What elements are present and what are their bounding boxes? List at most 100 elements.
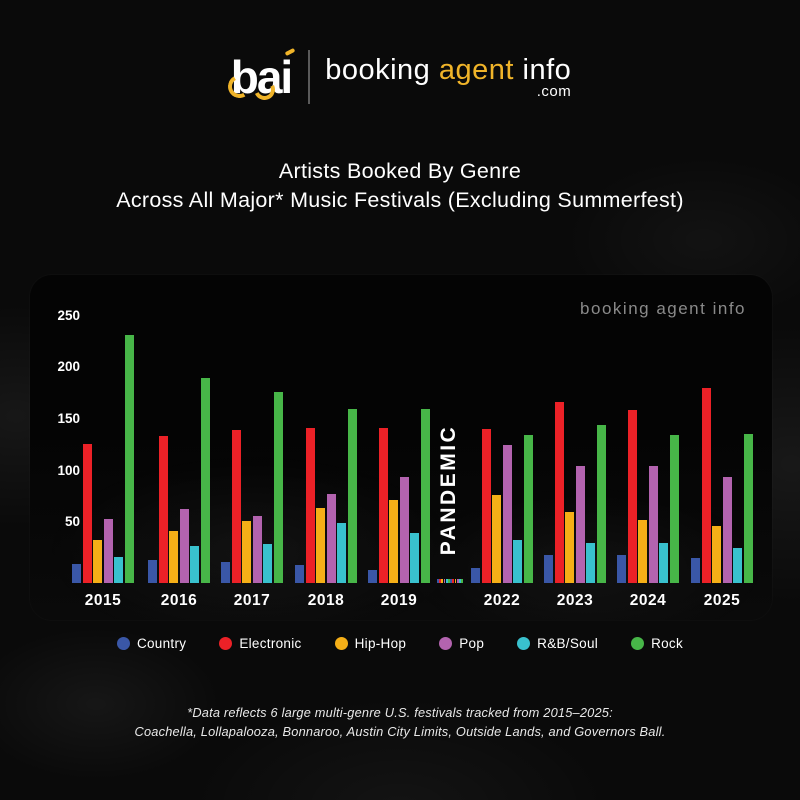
chart-legend: Country Electronic Hip-Hop Pop R&B/Soul Rock — [0, 636, 800, 651]
pandemic-micro-bar-r-b-soul — [459, 579, 461, 583]
legend-label: Country — [136, 636, 187, 651]
bar-2019-pop — [399, 477, 409, 583]
bar-group-2015 — [72, 335, 134, 583]
legend-label: Hip-Hop — [354, 636, 407, 651]
bar-2015-hip-hop — [93, 540, 102, 583]
bar-2022-rock — [523, 435, 533, 583]
footnote: *Data reflects 6 large multi-genre U.S. … — [0, 704, 800, 741]
bar-2018-country — [295, 565, 304, 583]
x-axis-label-2023: 2023 — [556, 592, 594, 609]
legend-dot-icon — [219, 637, 233, 650]
bar-2018-pop — [326, 494, 336, 583]
legend-item-hip-hop: Hip-Hop — [334, 636, 407, 651]
y-axis-tick-150: 150 — [57, 411, 80, 427]
bar-group-2025 — [691, 388, 753, 583]
legend-item-country: Country — [116, 636, 187, 651]
x-axis-label-2018: 2018 — [307, 592, 345, 609]
title-line-1: Artists Booked By Genre — [278, 159, 522, 183]
bai-logo-icon: bai — [225, 47, 296, 104]
bar-group-2024 — [617, 410, 679, 583]
bar-2023-country — [544, 555, 553, 583]
bar-group-2022 — [471, 429, 533, 583]
bar-2024-r-b-soul — [659, 543, 668, 583]
legend-dot-icon — [334, 637, 348, 650]
legend-label: Rock — [651, 636, 684, 651]
bar-group-2023 — [544, 402, 606, 583]
bar-2015-electronic — [82, 444, 92, 583]
bar-2017-rock — [273, 392, 283, 583]
bar-2025-country — [691, 558, 700, 583]
pandemic-micro-bar-rock — [448, 579, 450, 583]
pandemic-micro-bar-electronic — [439, 579, 441, 583]
pandemic-mini-bars — [437, 579, 463, 583]
logo-domain: .com — [536, 82, 572, 100]
y-axis-tick-250: 250 — [57, 307, 80, 323]
chart-panel: booking agent info PANDEMIC 050100150200… — [30, 275, 772, 620]
bar-group-2019 — [368, 409, 430, 583]
bar-2017-electronic — [231, 430, 241, 583]
bar-2017-hip-hop — [242, 521, 251, 583]
bar-2017-r-b-soul — [263, 544, 272, 583]
legend-dot-icon — [517, 637, 531, 650]
bar-2025-pop — [722, 477, 732, 583]
bar-2025-rock — [743, 434, 753, 583]
y-axis-tick-100: 100 — [57, 462, 80, 478]
bar-2022-electronic — [481, 429, 491, 583]
bar-2023-rock — [596, 425, 606, 583]
y-axis-tick-50: 50 — [64, 514, 80, 530]
bar-2025-r-b-soul — [733, 548, 742, 583]
bar-2023-pop — [575, 466, 585, 583]
logo-wordmark: booking agent info .com — [325, 55, 571, 100]
footnote-line-2: Coachella, Lollapalooza, Bonnaroo, Austi… — [134, 723, 666, 739]
bar-2016-electronic — [158, 436, 168, 583]
bar-2015-r-b-soul — [114, 557, 123, 583]
x-axis-label-2016: 2016 — [160, 592, 198, 609]
bar-2016-r-b-soul — [190, 546, 199, 583]
legend-label: Electronic — [239, 636, 302, 651]
chart-watermark: booking agent info — [580, 299, 746, 318]
bar-2019-country — [368, 570, 377, 583]
bar-2022-country — [471, 568, 480, 583]
legend-dot-icon — [116, 637, 130, 650]
bai-logo-text: bai — [230, 51, 293, 103]
pandemic-micro-bar-pop — [443, 579, 446, 583]
bar-2022-r-b-soul — [513, 540, 522, 583]
bar-2016-rock — [200, 378, 210, 583]
y-axis-tick-200: 200 — [57, 359, 80, 375]
legend-item-rock: Rock — [631, 636, 683, 651]
bar-2015-rock — [124, 335, 134, 583]
bar-2024-country — [617, 555, 626, 583]
bar-2019-hip-hop — [389, 500, 398, 583]
bar-2017-pop — [252, 516, 262, 583]
pandemic-micro-bar-country — [437, 579, 439, 583]
bar-2019-r-b-soul — [410, 533, 419, 583]
pandemic-micro-bar-hip-hop — [454, 579, 457, 583]
legend-label: R&B/Soul — [537, 636, 599, 651]
bar-2019-rock — [420, 409, 430, 583]
bar-2025-hip-hop — [712, 526, 721, 583]
bar-2023-electronic — [554, 402, 564, 583]
footnote-line-1: *Data reflects 6 large multi-genre U.S. … — [187, 705, 613, 720]
pandemic-micro-bar-r-b-soul — [445, 579, 448, 583]
bar-2018-electronic — [305, 428, 315, 583]
x-axis-label-2022: 2022 — [483, 592, 521, 609]
legend-item-electronic: Electronic — [219, 636, 301, 651]
bar-2022-hip-hop — [492, 495, 501, 583]
x-axis-label-2015: 2015 — [84, 592, 122, 609]
bar-2019-electronic — [378, 428, 388, 583]
pandemic-micro-bar-electronic — [452, 579, 455, 583]
legend-dot-icon — [631, 637, 645, 650]
logo-word-booking: booking — [325, 53, 439, 86]
bar-2024-rock — [669, 435, 679, 583]
x-axis-label-2025: 2025 — [703, 592, 741, 609]
bar-2015-country — [72, 564, 81, 583]
x-axis-label-2019: 2019 — [380, 592, 418, 609]
logo-word-agent: agent — [438, 53, 514, 86]
pandemic-micro-bar-rock — [461, 579, 463, 583]
bar-2018-hip-hop — [316, 508, 325, 583]
pandemic-micro-bar-hip-hop — [441, 579, 444, 583]
bar-2016-hip-hop — [169, 531, 178, 583]
bar-2018-r-b-soul — [337, 523, 346, 583]
bar-group-2017 — [221, 392, 283, 583]
bar-2016-country — [148, 560, 157, 583]
